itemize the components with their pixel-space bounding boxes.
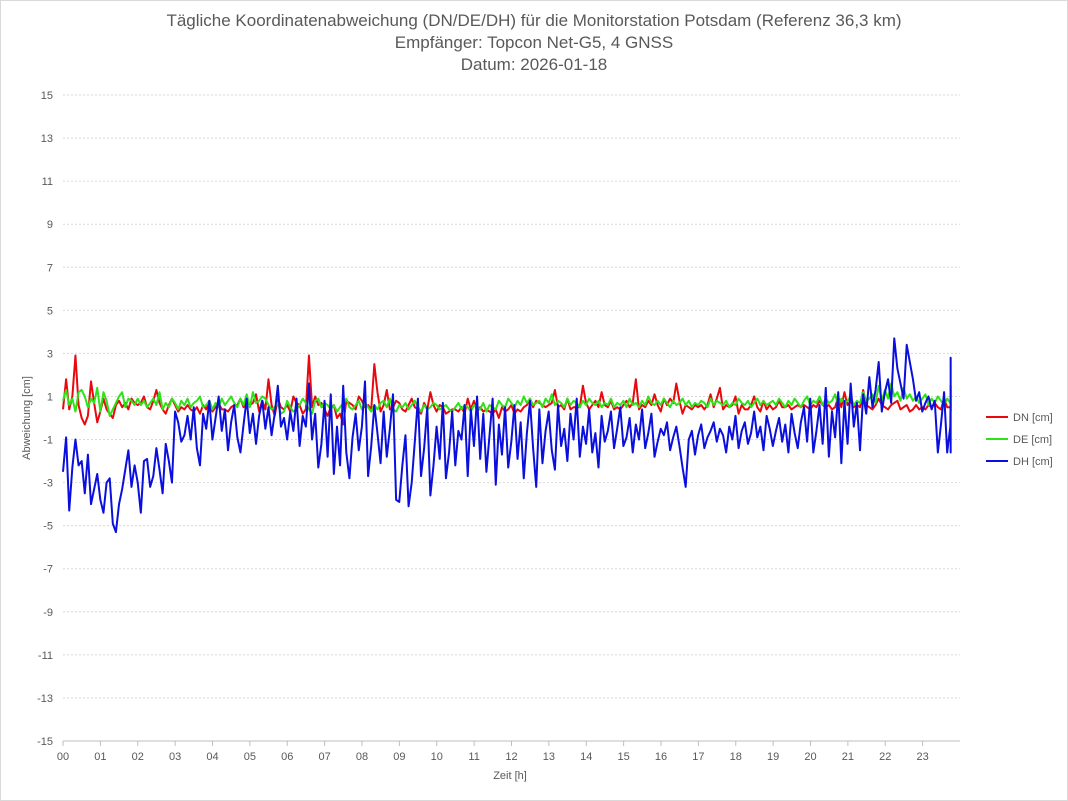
x-tick-label: 08 <box>356 751 368 763</box>
y-tick-label: -15 <box>37 736 53 748</box>
x-tick-label: 04 <box>206 751 218 763</box>
y-tick-label: -5 <box>43 521 53 533</box>
y-tick-label: -1 <box>43 435 53 447</box>
x-tick-label: 10 <box>431 751 443 763</box>
y-tick-label: 1 <box>47 391 53 403</box>
x-tick-label: 13 <box>543 751 555 763</box>
series-line-dh <box>62 337 952 534</box>
legend-label: DN [cm] <box>1013 412 1053 424</box>
x-tick-label: 15 <box>618 751 630 763</box>
y-tick-label: 9 <box>47 219 53 231</box>
x-axis-title: Zeit [h] <box>493 770 527 782</box>
x-tick-label: 19 <box>767 751 779 763</box>
legend-label: DH [cm] <box>1013 456 1053 468</box>
legend-label: DE [cm] <box>1013 434 1052 446</box>
x-tick-label: 11 <box>468 751 479 763</box>
chart-subtitle-receiver: Empfänger: Topcon Net-G5, 4 GNSS <box>394 33 674 52</box>
x-tick-label: 06 <box>281 751 293 763</box>
x-tick-label: 23 <box>917 751 929 763</box>
x-tick-label: 00 <box>57 751 69 763</box>
y-tick-label: 15 <box>41 90 53 102</box>
y-tick-label: -11 <box>38 650 53 662</box>
x-tick-label: 16 <box>655 751 667 763</box>
x-tick-label: 02 <box>132 751 144 763</box>
x-tick-label: 05 <box>244 751 256 763</box>
y-axis-ticks: 15 13 11 9 7 5 3 1 -1 -3 -5 -7 -9 -11 -13 -15 <box>37 90 53 748</box>
y-tick-label: -9 <box>43 607 53 619</box>
y-tick-label: 5 <box>47 305 53 317</box>
x-tick-label: 21 <box>842 751 854 763</box>
x-axis-ticks: 00 01 02 03 04 05 06 07 08 09 10 11 12 13 14 15 16 17 18 19… <box>57 741 929 763</box>
y-tick-label: 13 <box>41 133 53 145</box>
legend: DN [cm] DE [cm] DH [cm] <box>986 412 1053 468</box>
chart-title: Tägliche Koordinatenabweichung (DN/DE/DH… <box>166 11 902 30</box>
y-tick-label: 7 <box>47 262 53 274</box>
x-tick-label: 07 <box>319 751 331 763</box>
x-tick-label: 22 <box>879 751 891 763</box>
y-tick-label: 3 <box>47 348 53 360</box>
x-tick-label: 03 <box>169 751 181 763</box>
x-tick-label: 17 <box>692 751 704 763</box>
series-lines <box>62 337 952 534</box>
x-tick-label: 09 <box>393 751 405 763</box>
y-axis-title: Abweichung [cm] <box>21 376 33 460</box>
chart-title-block: Tägliche Koordinatenabweichung (DN/DE/DH… <box>0 10 1068 76</box>
y-tick-label: -3 <box>43 478 53 490</box>
y-tick-label: 11 <box>42 176 53 188</box>
x-tick-label: 14 <box>580 751 592 763</box>
series-line-de <box>62 382 952 417</box>
chart-subtitle-date: Datum: 2026-01-18 <box>460 55 608 74</box>
grid-lines <box>63 94 960 742</box>
y-tick-label: -7 <box>43 564 53 576</box>
x-tick-label: 01 <box>94 751 106 763</box>
x-tick-label: 12 <box>505 751 517 763</box>
x-tick-label: 20 <box>804 751 816 763</box>
x-tick-label: 18 <box>730 751 742 763</box>
y-tick-label: -13 <box>37 693 53 705</box>
